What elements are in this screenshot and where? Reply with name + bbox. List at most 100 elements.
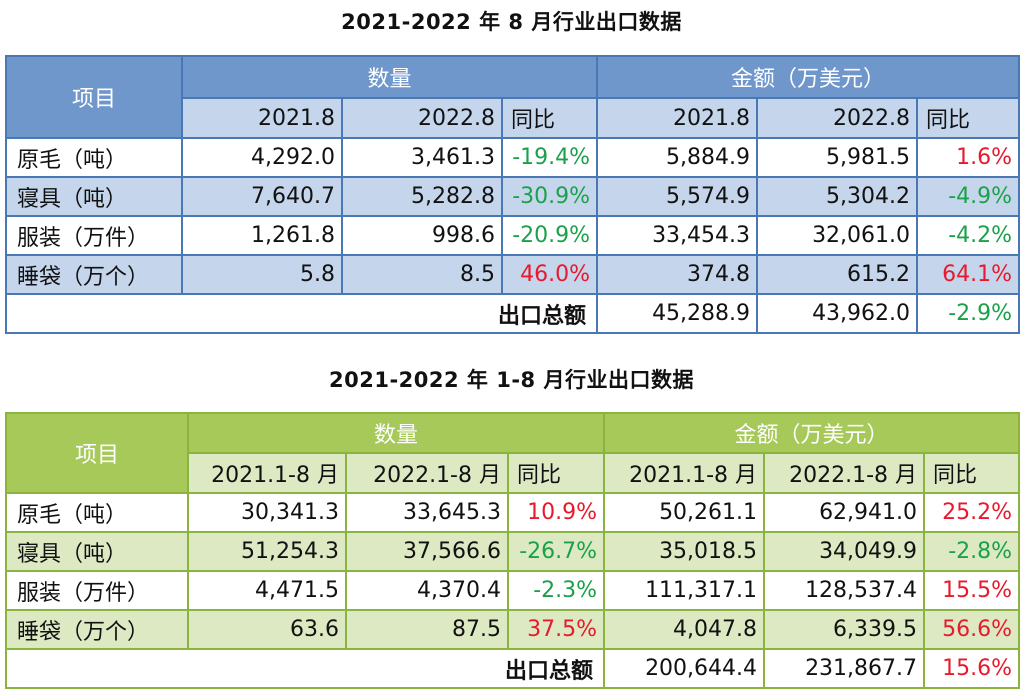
table-row: 寝具（吨） 51,254.3 37,566.6 -26.7% 35,018.5 … — [5, 531, 1021, 572]
table1-col-header: 2021.8 — [596, 97, 759, 139]
table2-quantity-header: 数量 — [186, 412, 606, 453]
cell: 4,370.4 — [345, 570, 509, 611]
cell: 5.8 — [181, 254, 343, 295]
row-label: 睡袋（万个） — [5, 609, 189, 650]
table1-total-row: 出口总额 45,288.9 43,962.0 -2.9% — [4, 293, 1021, 334]
total-cell: 45,288.9 — [596, 293, 759, 334]
cell: 33,645.3 — [345, 492, 509, 533]
yoy-cell: -2.3% — [506, 570, 606, 611]
table-row: 睡袋（万个） 5.8 8.5 46.0% 374.8 615.2 64.1% — [5, 254, 1021, 295]
cell: 5,574.9 — [596, 176, 759, 217]
cell: 34,049.9 — [763, 531, 926, 572]
yoy-cell: 37.5% — [506, 609, 606, 650]
table1-col-header: 2022.8 — [341, 97, 503, 139]
yoy-cell: 10.9% — [506, 492, 606, 533]
table2-header-row2: 2021.1-8 月 2022.1-8 月 同比 2021.1-8 月 2022… — [6, 452, 1021, 494]
yoy-cell: 46.0% — [500, 254, 599, 295]
table1-header-row1: 项目 数量 金额（万美元） — [5, 55, 1021, 139]
table-row: 服装（万件） 4,471.5 4,370.4 -2.3% 111,317.1 1… — [5, 570, 1021, 611]
yoy-cell: -30.9% — [500, 176, 599, 217]
table-row: 服装（万件） 1,261.8 998.6 -20.9% 33,454.3 32,… — [5, 215, 1021, 256]
cell: 4,471.5 — [187, 570, 347, 611]
total-label: 出口总额 — [4, 293, 599, 334]
cell: 374.8 — [596, 254, 759, 295]
table-row: 睡袋（万个） 63.6 87.5 37.5% 4,047.8 6,339.5 5… — [5, 609, 1021, 650]
row-label: 原毛（吨） — [5, 137, 183, 178]
cell: 6,339.5 — [763, 609, 926, 650]
cell: 50,261.1 — [603, 492, 766, 533]
cell: 37,566.6 — [345, 531, 509, 572]
yoy-cell: -19.4% — [500, 137, 599, 178]
table1-header-row2: 2021.8 2022.8 同比 2021.8 2022.8 同比 — [6, 97, 1021, 139]
cell: 32,061.0 — [756, 215, 919, 256]
table2: 项目 数量 金额（万美元） 2021.1-8 月 2022.1-8 月 同比 2… — [4, 412, 1021, 689]
table1-col-header: 同比 — [500, 97, 599, 139]
table2-amount-header: 金额（万美元） — [603, 412, 1021, 453]
cell: 51,254.3 — [187, 531, 347, 572]
cell: 7,640.7 — [181, 176, 343, 217]
table2-col-header: 2021.1-8 月 — [603, 452, 766, 494]
table1-quantity-header: 数量 — [180, 55, 599, 98]
cell: 4,292.0 — [181, 137, 343, 178]
row-label: 寝具（吨） — [5, 176, 183, 217]
row-label: 睡袋（万个） — [5, 254, 183, 295]
table2-title: 2021-2022 年 1-8 月行业出口数据 — [329, 368, 694, 392]
yoy-cell: -4.9% — [916, 176, 1021, 217]
cell: 615.2 — [756, 254, 919, 295]
table1-item-header: 项目 — [5, 55, 182, 139]
total-label: 出口总额 — [4, 648, 606, 689]
cell: 62,941.0 — [763, 492, 926, 533]
cell: 5,884.9 — [596, 137, 759, 178]
yoy-cell: 64.1% — [916, 254, 1021, 295]
yoy-cell: -26.7% — [506, 531, 606, 572]
cell: 1,261.8 — [181, 215, 343, 256]
row-label: 服装（万件） — [5, 570, 189, 611]
table2-item-header: 项目 — [5, 412, 188, 494]
table1-title: 2021-2022 年 8 月行业出口数据 — [341, 10, 682, 34]
cell: 5,981.5 — [756, 137, 919, 178]
table1-amount-header: 金额（万美元） — [596, 55, 1021, 98]
cell: 63.6 — [187, 609, 347, 650]
table-row: 寝具（吨） 7,640.7 5,282.8 -30.9% 5,574.9 5,3… — [5, 176, 1021, 217]
table-row: 原毛（吨） 30,341.3 33,645.3 10.9% 50,261.1 6… — [5, 492, 1021, 533]
yoy-cell: 15.5% — [923, 570, 1021, 611]
cell: 5,304.2 — [756, 176, 919, 217]
yoy-cell: 56.6% — [923, 609, 1021, 650]
yoy-cell: -4.2% — [916, 215, 1021, 256]
table2-header-row1: 项目 数量 金额（万美元） — [5, 412, 1021, 494]
total-cell: 200,644.4 — [603, 648, 766, 689]
row-label: 服装（万件） — [5, 215, 183, 256]
cell: 87.5 — [345, 609, 509, 650]
yoy-cell: -2.8% — [923, 531, 1021, 572]
row-label: 原毛（吨） — [5, 492, 189, 533]
cell: 30,341.3 — [187, 492, 347, 533]
cell: 998.6 — [341, 215, 503, 256]
total-cell: 231,867.7 — [763, 648, 926, 689]
table2-total-row: 出口总额 200,644.4 231,867.7 15.6% — [4, 648, 1021, 689]
table1-col-header: 2021.8 — [181, 97, 343, 139]
table1-col-header: 2022.8 — [756, 97, 919, 139]
table2-col-header: 同比 — [506, 452, 606, 494]
table-row: 原毛（吨） 4,292.0 3,461.3 -19.4% 5,884.9 5,9… — [5, 137, 1021, 178]
cell: 35,018.5 — [603, 531, 766, 572]
cell: 4,047.8 — [603, 609, 766, 650]
total-cell: 43,962.0 — [756, 293, 919, 334]
row-label: 寝具（吨） — [5, 531, 189, 572]
table1-col-header: 同比 — [916, 97, 1021, 139]
table1: 项目 数量 金额（万美元） 2021.8 2022.8 同比 2021.8 20… — [4, 55, 1021, 334]
cell: 3,461.3 — [341, 137, 503, 178]
total-yoy-cell: -2.9% — [916, 293, 1021, 334]
cell: 33,454.3 — [596, 215, 759, 256]
table2-col-header: 2022.1-8 月 — [345, 452, 509, 494]
table2-col-header: 2022.1-8 月 — [763, 452, 926, 494]
yoy-cell: 25.2% — [923, 492, 1021, 533]
yoy-cell: -20.9% — [500, 215, 599, 256]
cell: 5,282.8 — [341, 176, 503, 217]
cell: 111,317.1 — [603, 570, 766, 611]
cell: 128,537.4 — [763, 570, 926, 611]
yoy-cell: 1.6% — [916, 137, 1021, 178]
table2-col-header: 同比 — [923, 452, 1021, 494]
total-yoy-cell: 15.6% — [923, 648, 1021, 689]
cell: 8.5 — [341, 254, 503, 295]
table2-col-header: 2021.1-8 月 — [187, 452, 347, 494]
